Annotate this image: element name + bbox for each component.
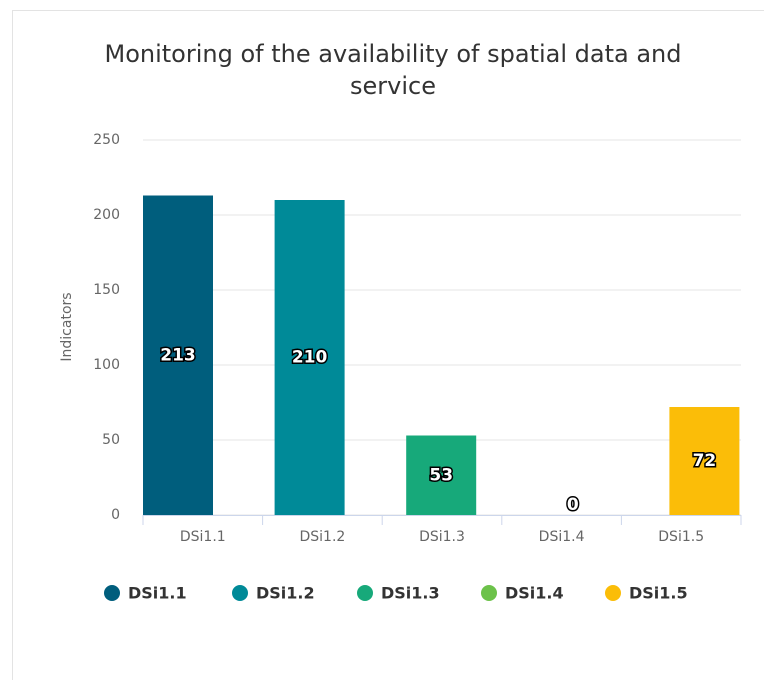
y-tick-label: 100: [93, 357, 120, 373]
bar: [669, 407, 740, 515]
x-tick-label: DSi1.5: [658, 529, 704, 545]
y-tick-label: 200: [93, 207, 120, 223]
legend-marker: [104, 585, 120, 601]
y-axis-title: Indicators: [59, 292, 75, 361]
y-tick-label: 150: [93, 282, 120, 298]
legend-label: DSi1.1: [128, 584, 187, 603]
legend-marker: [605, 585, 621, 601]
legend-label: DSi1.4: [505, 584, 564, 603]
card-border: [12, 10, 764, 680]
chart-title: Monitoring of the availability of spatia…: [104, 40, 682, 100]
bar: [274, 200, 345, 515]
bar: [406, 435, 477, 515]
x-tick-label: DSi1.2: [299, 529, 345, 545]
data-label: 210: [292, 348, 328, 368]
y-tick-label: 250: [93, 132, 120, 148]
bar: [143, 195, 213, 515]
data-label: 53: [429, 465, 453, 485]
x-tick-label: DSi1.1: [180, 529, 226, 545]
legend-label: DSi1.5: [629, 584, 688, 603]
x-tick-label: DSi1.4: [539, 529, 585, 545]
x-tick-label: DSi1.3: [419, 529, 465, 545]
y-tick-label: 50: [102, 432, 120, 448]
data-label: 213: [160, 345, 196, 365]
legend-marker: [232, 585, 248, 601]
legend-marker: [481, 585, 497, 601]
data-label: 72: [693, 451, 717, 471]
legend-label: DSi1.3: [381, 584, 440, 603]
legend-marker: [357, 585, 373, 601]
data-label: 0: [567, 495, 579, 515]
y-tick-label: 0: [111, 507, 120, 523]
legend-label: DSi1.2: [256, 584, 315, 603]
